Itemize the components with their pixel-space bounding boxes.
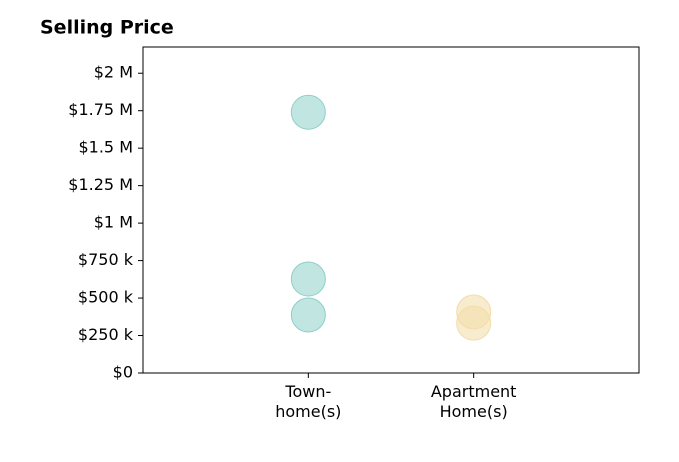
- chart-title: Selling Price: [40, 17, 174, 39]
- y-tick-label: $1.5 M: [78, 138, 133, 157]
- x-tick-label: Town- home(s): [275, 382, 342, 421]
- y-tick-label: $2 M: [94, 63, 133, 82]
- y-tick-label: $1.25 M: [68, 175, 133, 194]
- y-tick-label: $250 k: [78, 325, 134, 344]
- x-tick-label: Apartment Home(s): [430, 382, 517, 421]
- y-tick-label: $750 k: [78, 250, 134, 269]
- point: [290, 261, 326, 297]
- point: [290, 297, 326, 333]
- y-tick-label: $500 k: [78, 288, 134, 307]
- plot-frame: [142, 46, 640, 374]
- point: [290, 94, 326, 130]
- y-tick-label: $1.75 M: [68, 100, 133, 119]
- y-tick-label: $1 M: [94, 213, 133, 232]
- y-tick-label: $0: [113, 363, 133, 382]
- point: [456, 305, 492, 341]
